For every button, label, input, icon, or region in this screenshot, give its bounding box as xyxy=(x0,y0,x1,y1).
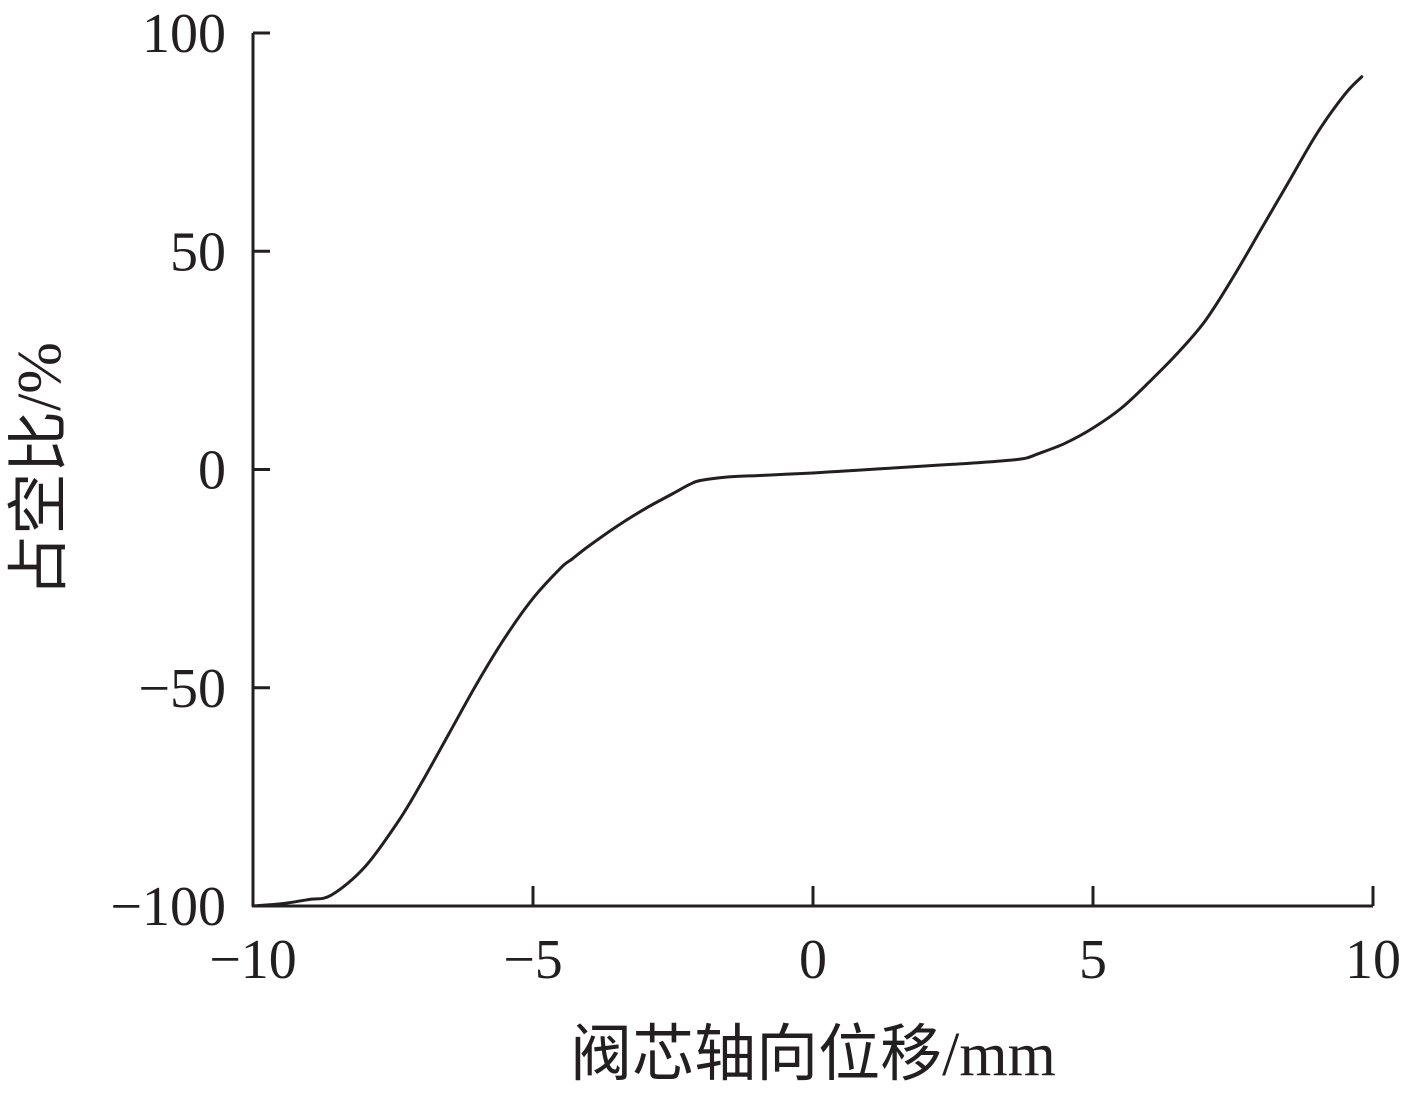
series-line xyxy=(251,75,1364,908)
x-tick-label: −5 xyxy=(503,929,563,991)
y-axis-label: 占空比/% xyxy=(6,342,74,597)
x-axis-label: 阀芯轴向位移/mm xyxy=(570,1021,1056,1089)
plot-area xyxy=(251,75,1364,908)
ticks-group xyxy=(251,31,1375,908)
y-tick-label: 50 xyxy=(170,221,226,283)
x-tick-label: −10 xyxy=(209,929,297,991)
y-tick-label: 100 xyxy=(142,3,226,65)
x-tick-label: 0 xyxy=(799,929,827,991)
x-tick-label: 10 xyxy=(1345,929,1401,991)
x-tick-label: 5 xyxy=(1079,929,1107,991)
y-tick-label: −50 xyxy=(138,658,226,720)
y-tick-label: −100 xyxy=(110,876,226,938)
y-tick-label: 0 xyxy=(198,440,226,502)
axes-group xyxy=(251,33,1373,908)
